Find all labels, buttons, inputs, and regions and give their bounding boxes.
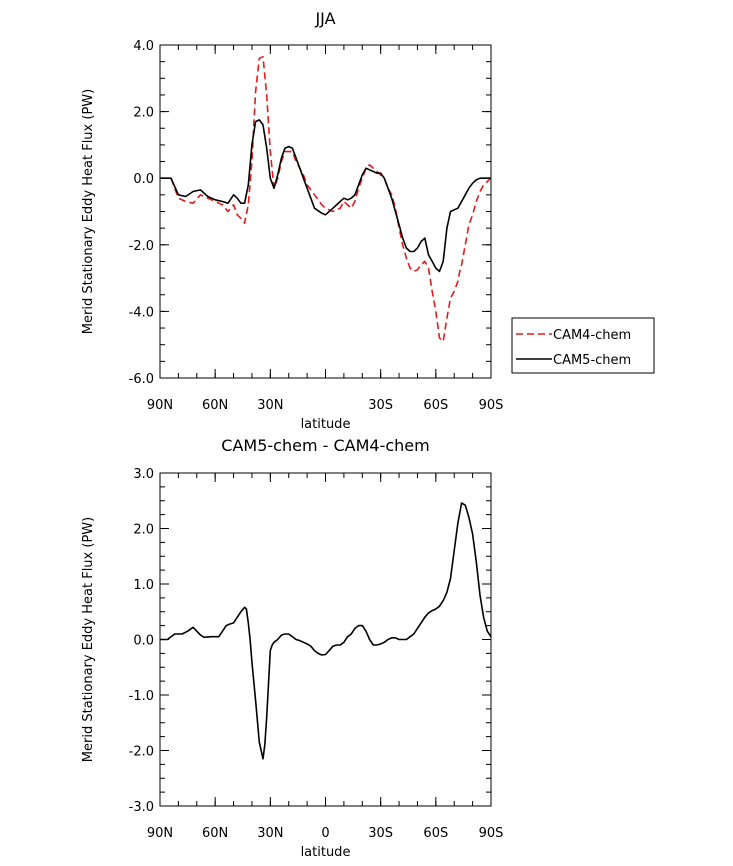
top-x-tick-label: 60S	[423, 398, 448, 413]
top-series-cam5-chem-line	[160, 119, 491, 273]
bottom-x-tick-label: 60N	[202, 826, 228, 841]
top-y-tick-label: -4.0	[129, 305, 154, 320]
bottom-panel: -3.0 -2.0 -1.0 0.0 1.0 2.0 3.0 90N 60N 30N 0 30S 60S…	[81, 436, 503, 860]
bottom-x-tick-label: 30N	[257, 826, 283, 841]
bottom-x-tick-label: 60S	[423, 826, 448, 841]
bottom-y-tick-label: -3.0	[129, 800, 154, 815]
top-x-tick-label: 90S	[479, 398, 504, 413]
top-chart-title: JJA	[314, 9, 335, 28]
bottom-x-tick-label: 0	[321, 826, 329, 841]
bottom-y-axis-label: Merid Stationary Eddy Heat Flux (PW)	[81, 517, 96, 762]
bottom-plot-frame	[159, 472, 492, 807]
top-panel: -6.0 -4.0 -2.0 0.0 2.0 4.0 90N 60N 30N 30S 60S 90S J…	[81, 9, 503, 432]
bottom-x-tick-label: 90N	[147, 826, 173, 841]
top-plot-frame	[159, 44, 492, 379]
top-y-tick-label: -6.0	[129, 372, 154, 387]
top-y-tick-label: -2.0	[129, 239, 154, 254]
bottom-chart-title: CAM5-chem - CAM4-chem	[221, 436, 429, 455]
bottom-y-tick-label: 3.0	[133, 467, 154, 482]
top-x-tick-label: 30N	[257, 398, 283, 413]
top-y-tick-label: 2.0	[133, 106, 154, 121]
top-x-tick-label: 60N	[202, 398, 228, 413]
bottom-series-difference-line	[160, 502, 492, 760]
bottom-x-axis-label: latitude	[301, 845, 351, 860]
top-x-tick-label: 30S	[368, 398, 393, 413]
top-y-tick-label: 4.0	[133, 39, 154, 54]
top-x-tick-label: 90N	[147, 398, 173, 413]
bottom-y-tick-label: 1.0	[133, 578, 154, 593]
top-y-axis-label: Merid Stationary Eddy Heat Flux (PW)	[81, 89, 96, 334]
bottom-y-tick-label: 0.0	[133, 634, 154, 649]
top-series-cam4-chem-line	[160, 55, 492, 343]
legend-box	[511, 317, 655, 374]
legend-label-cam5-chem: CAM5-chem	[553, 353, 631, 368]
top-y-tick-label: 0.0	[133, 172, 154, 187]
bottom-x-tick-label: 90S	[479, 826, 504, 841]
bottom-y-tick-label: -2.0	[129, 745, 154, 760]
legend-label-cam4-chem: CAM4-chem	[553, 328, 631, 343]
legend: CAM4-chem CAM5-chem	[511, 317, 655, 374]
top-x-axis-label: latitude	[301, 417, 351, 432]
bottom-y-tick-label: 2.0	[133, 523, 154, 538]
bottom-y-tick-label: -1.0	[129, 689, 154, 704]
bottom-x-tick-label: 30S	[368, 826, 393, 841]
